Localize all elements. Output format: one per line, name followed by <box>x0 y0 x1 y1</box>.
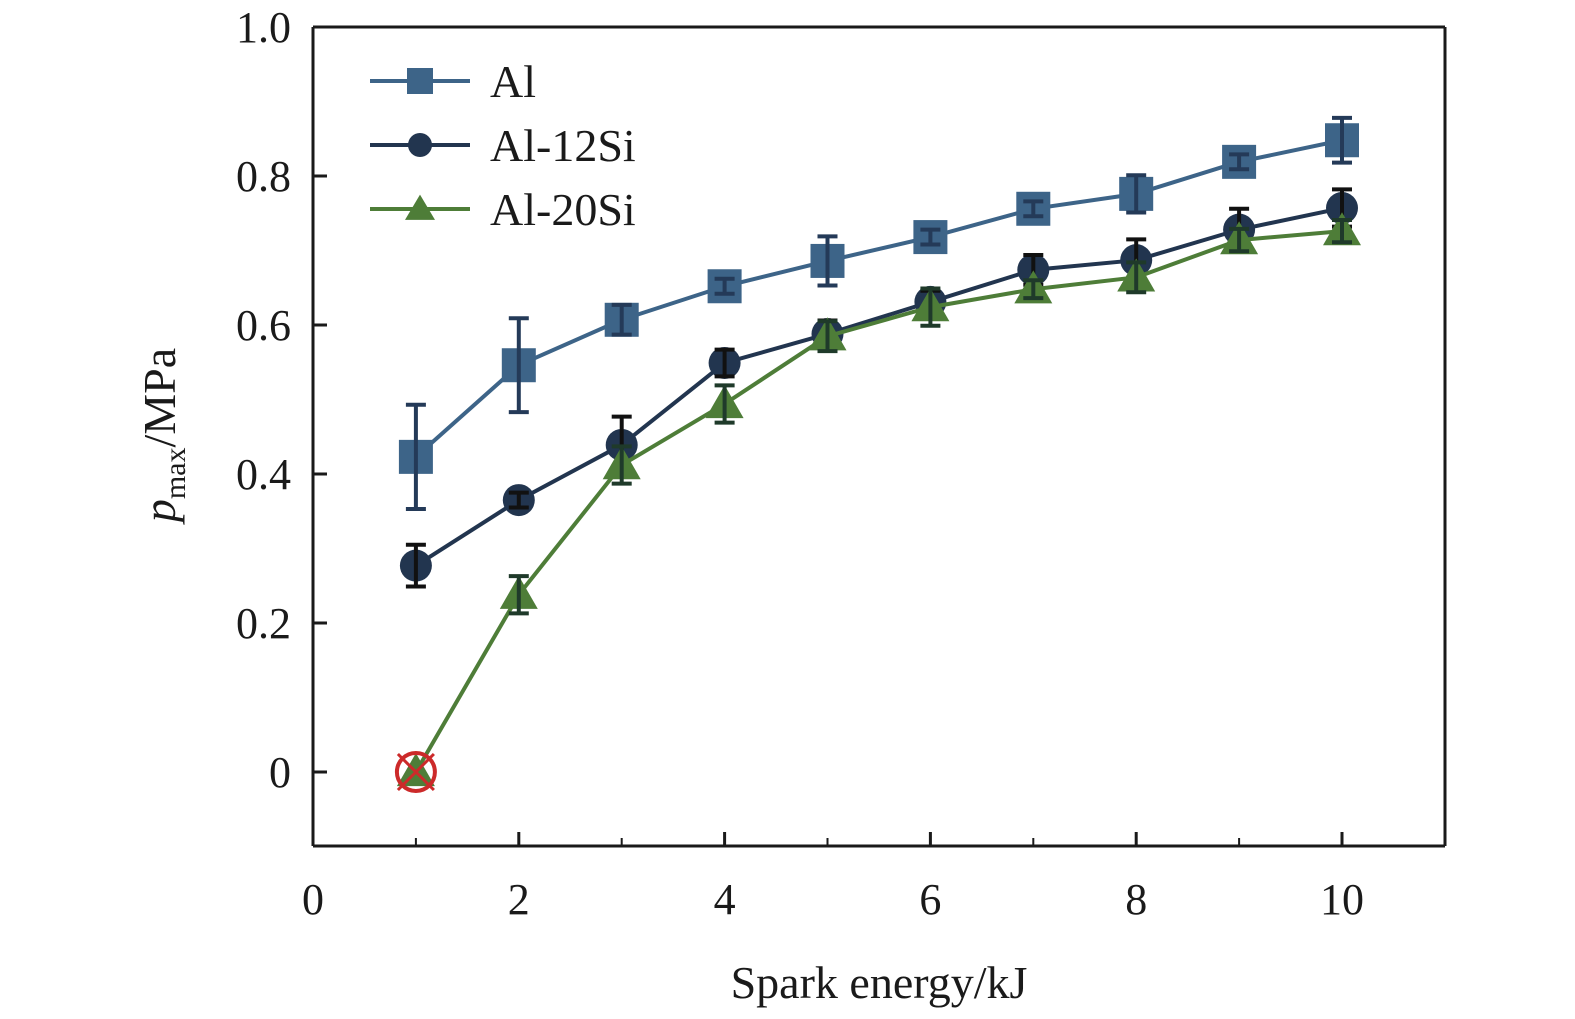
circle-marker <box>408 133 432 157</box>
error-bar <box>1126 173 1147 215</box>
error-bar <box>1023 278 1044 301</box>
x-tick-label: 0 <box>302 875 324 924</box>
error-bar <box>1023 199 1044 219</box>
no-ignition-marker <box>394 751 437 793</box>
y-axis-label-suffix: /MPa <box>134 348 185 448</box>
x-tick-label: 10 <box>1320 875 1364 924</box>
x-tick-label: 4 <box>714 875 736 924</box>
legend-label: Al <box>490 56 536 107</box>
error-bar <box>1332 217 1352 245</box>
series-line <box>414 229 1343 774</box>
y-axis-label: pmax/MPa <box>134 348 192 525</box>
legend-item-al-20si: Al-20Si <box>370 184 636 235</box>
y-axis-label-main: p <box>134 499 185 525</box>
legend-item-al: Al <box>370 56 536 107</box>
series-layer <box>394 115 1361 793</box>
error-bar <box>920 286 941 328</box>
error-bar <box>1332 115 1352 165</box>
y-axis-label-sub: max <box>159 448 192 500</box>
error-bar <box>508 574 529 616</box>
legend-item-al-12si: Al-12Si <box>370 120 636 171</box>
triangle-marker <box>405 194 435 220</box>
x-tick-label: 2 <box>508 875 530 924</box>
error-bar <box>817 234 838 288</box>
axes: 0 0.2 0.4 0.6 0.8 1.0 0 2 4 6 8 10 <box>236 3 1447 924</box>
series-al-20si <box>396 212 1361 787</box>
legend-label: Al-12Si <box>490 120 636 171</box>
series-line <box>414 138 1343 459</box>
no-ignition-circle <box>394 751 437 793</box>
error-bar <box>611 302 632 337</box>
error-bar <box>1229 152 1250 172</box>
error-bar <box>817 319 838 354</box>
legend-label: Al-20Si <box>490 184 636 235</box>
error-bar <box>405 402 426 512</box>
y-tick-label: 0 <box>269 748 291 797</box>
error-bar <box>714 276 735 296</box>
series-line <box>414 206 1343 568</box>
y-tick-label: 0.4 <box>236 450 291 499</box>
triangle-marker <box>396 753 435 787</box>
legend: Al Al-12Si Al-20Si <box>370 56 636 235</box>
error-bar <box>714 347 735 379</box>
no-ignition-cross <box>396 752 435 792</box>
error-bar <box>1229 226 1250 254</box>
series-al <box>398 115 1359 512</box>
error-bar <box>920 227 941 247</box>
error-bar <box>508 490 529 510</box>
x-axis-label: Spark energy/kJ <box>731 957 1028 1008</box>
y-tick-label: 0.6 <box>236 301 291 350</box>
x-tick-label: 8 <box>1125 875 1147 924</box>
error-bar <box>714 383 735 425</box>
error-bar <box>405 542 426 589</box>
y-tick-label: 0.8 <box>236 152 291 201</box>
square-marker <box>407 68 433 94</box>
error-bar <box>611 444 632 486</box>
y-tick-label: 0.2 <box>236 599 291 648</box>
error-bar <box>1126 260 1147 295</box>
error-bar <box>508 316 529 415</box>
y-tick-label: 1.0 <box>236 3 291 52</box>
x-tick-label: 6 <box>919 875 941 924</box>
